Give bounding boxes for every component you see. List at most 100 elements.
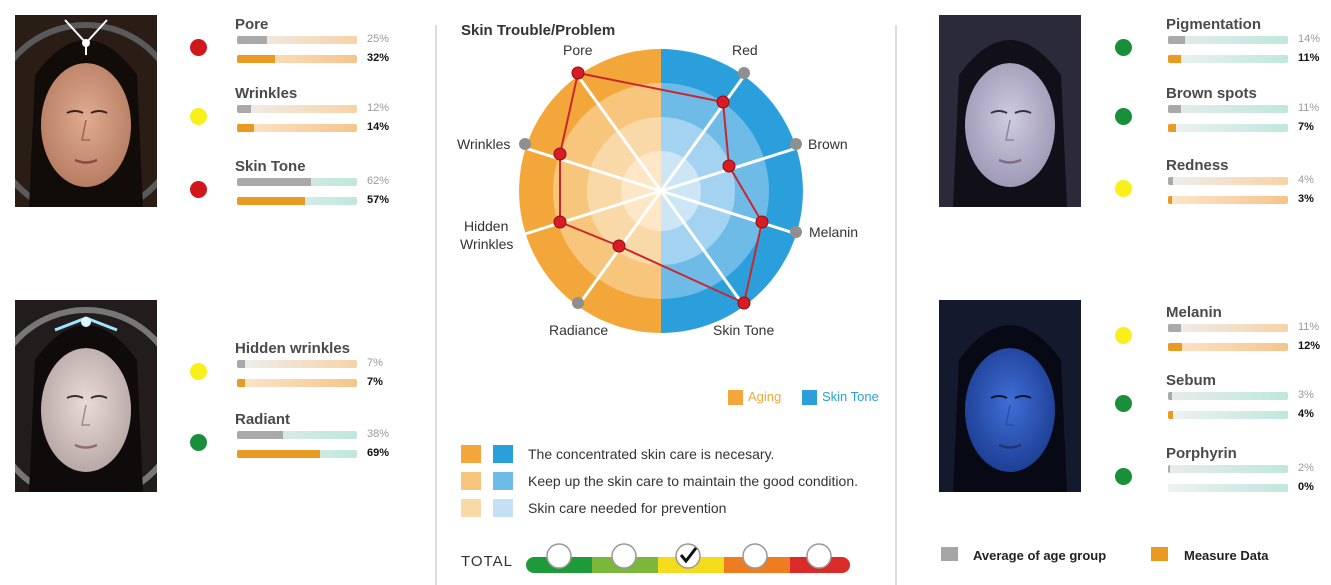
radar-marker-brown [790, 138, 802, 150]
status-indicator-icon [190, 434, 207, 451]
guide-row-2: Keep up the skin care to maintain the go… [528, 473, 858, 489]
measure-bar [237, 450, 357, 458]
measure-bar [1168, 55, 1288, 63]
radar-marker-radiance [572, 297, 584, 309]
radar-point-melanin [755, 215, 769, 229]
measure-bar [1168, 196, 1288, 204]
average-percent: 12% [367, 102, 390, 114]
radar-marker-wrinkles [519, 138, 531, 150]
radar-core-skintone [661, 151, 701, 231]
metric-label: Pore [235, 16, 269, 33]
measure-bar-fill [1168, 343, 1183, 351]
average-bar-fill [237, 360, 246, 368]
average-percent: 11% [1298, 102, 1320, 114]
radar-point-wrinkles [553, 147, 567, 161]
radar-label-hidden: Hidden [464, 218, 509, 234]
average-percent: 4% [1298, 174, 1314, 186]
radar-point-brown [722, 159, 736, 173]
guide-swatch-skintone-2 [493, 472, 513, 490]
average-bar-fill [1168, 177, 1173, 185]
radar-label-radiance: Radiance [549, 322, 609, 338]
average-bar [1168, 105, 1288, 113]
radar-point-radiance [612, 239, 626, 253]
average-bar [237, 360, 357, 368]
measure-bar-fill [1168, 124, 1177, 132]
average-bar [1168, 324, 1288, 332]
radar-label-red: Red [732, 42, 758, 58]
radar-point-red [716, 95, 730, 109]
average-bar-fill [1168, 36, 1185, 44]
average-percent: 11% [1298, 321, 1320, 333]
metric-label: Pigmentation [1166, 16, 1262, 33]
metric-label: Radiant [235, 411, 291, 428]
total-marker-4 [742, 543, 768, 569]
footer-average-swatch [941, 547, 958, 561]
measure-percent: 69% [367, 447, 390, 459]
average-bar [237, 36, 357, 44]
status-indicator-icon [1115, 180, 1132, 197]
measure-percent: 32% [367, 52, 390, 64]
average-bar [237, 431, 357, 439]
average-percent: 38% [367, 428, 390, 440]
average-percent: 62% [367, 175, 390, 187]
legend-aging-swatch [728, 390, 743, 405]
metric-label: Porphyrin [1166, 445, 1237, 462]
radar-label-skin-tone: Skin Tone [713, 322, 775, 338]
metric-label: Skin Tone [235, 158, 306, 175]
guide-swatch-skintone-3 [493, 499, 513, 517]
radar-label-pore: Pore [563, 42, 593, 58]
measure-bar [1168, 411, 1288, 419]
total-label: TOTAL [461, 553, 513, 570]
measure-bar-fill [237, 197, 306, 205]
guide-row-3: Skin care needed for prevention [528, 500, 727, 516]
average-bar-fill [237, 178, 312, 186]
average-percent: 7% [367, 357, 383, 369]
average-bar-fill [237, 36, 267, 44]
radar-title: Skin Trouble/Problem [461, 22, 616, 39]
measure-bar [1168, 124, 1288, 132]
measure-bar-fill [237, 55, 276, 63]
metric-label: Sebum [1166, 372, 1217, 389]
total-marker-2 [611, 543, 637, 569]
radar-chart [519, 49, 803, 333]
guide-swatch-aging-2 [461, 472, 481, 490]
radar-label-melanin: Melanin [809, 224, 859, 240]
right-divider [895, 25, 897, 585]
average-bar [237, 178, 357, 186]
total-marker-1 [546, 543, 572, 569]
face-photo-wood-lamp [939, 300, 1081, 492]
radar-point-skin-tone [737, 296, 751, 310]
measure-bar-fill [237, 450, 320, 458]
legend-skintone-swatch [802, 390, 817, 405]
average-percent: 2% [1298, 462, 1314, 474]
radar-point-pore [571, 66, 585, 80]
status-indicator-icon [190, 108, 207, 125]
footer-average-label: Average of age group [973, 548, 1107, 563]
average-percent: 3% [1298, 389, 1314, 401]
measure-bar [1168, 343, 1288, 351]
status-indicator-icon [1115, 39, 1132, 56]
face-photo-cross-polarized [15, 300, 157, 492]
radar-label-brown: Brown [808, 136, 848, 152]
measure-bar [237, 379, 357, 387]
metric-label: Redness [1166, 157, 1229, 174]
status-indicator-icon [1115, 327, 1132, 344]
guide-swatch-skintone-1 [493, 445, 513, 463]
average-bar-fill [1168, 324, 1182, 332]
measure-percent: 3% [1298, 193, 1314, 205]
measure-bar-fill [1168, 55, 1182, 63]
legend-aging-label: Aging [748, 389, 782, 404]
average-bar-fill [1168, 392, 1172, 400]
average-percent: 14% [1298, 33, 1321, 45]
measure-bar-fill [237, 124, 254, 132]
status-indicator-icon [190, 39, 207, 56]
radar-point-hidden-wrinkles [553, 215, 567, 229]
metric-label: Hidden wrinkles [235, 340, 351, 357]
status-indicator-icon [1115, 108, 1132, 125]
footer-measure-swatch [1151, 547, 1168, 561]
radar-label-hidden-wrinkles: Wrinkles [460, 236, 514, 252]
average-percent: 25% [367, 33, 390, 45]
measure-bar [237, 55, 357, 63]
left-divider [435, 25, 437, 585]
measure-percent: 4% [1298, 408, 1314, 420]
